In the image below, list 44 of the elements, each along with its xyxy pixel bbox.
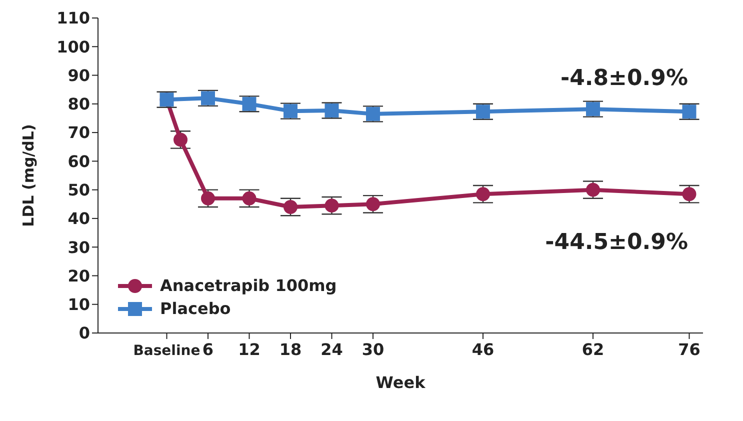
y-tick-label: 110: [56, 8, 90, 28]
y-tick-label: 50: [68, 180, 90, 200]
y-tick-label: 30: [68, 238, 90, 257]
point: [682, 187, 696, 202]
point: [366, 106, 380, 121]
x-tick-label: 46: [472, 340, 494, 359]
annotation: -44.5±0.9%: [545, 230, 688, 255]
x-axis-title: Week: [376, 373, 426, 392]
legend-label: Anacetrapib 100mg: [160, 276, 337, 295]
point: [476, 104, 490, 119]
point: [284, 104, 298, 118]
y-tick-label: 20: [68, 266, 90, 286]
x-tick-label: 6: [202, 340, 214, 359]
y-tick-label: 0: [78, 324, 90, 343]
point: [682, 104, 696, 119]
y-tick-label: 10: [68, 295, 90, 314]
y-tick-label: 80: [68, 94, 90, 114]
point: [366, 197, 380, 212]
x-tick-label: Baseline: [133, 343, 200, 359]
x-tick-label: 24: [320, 340, 343, 359]
x-tick-label: 30: [362, 340, 384, 359]
point: [586, 102, 600, 116]
point: [242, 191, 256, 206]
point: [324, 103, 339, 118]
point: [174, 132, 188, 147]
point: [201, 91, 215, 106]
y-tick-label: 100: [56, 37, 90, 56]
y-tick-label: 60: [68, 152, 90, 171]
y-tick-label: 90: [68, 66, 90, 85]
point: [324, 198, 339, 213]
x-tick-label: 62: [582, 340, 604, 359]
x-tick-label: 18: [279, 340, 302, 359]
point: [201, 191, 215, 206]
point: [284, 200, 298, 214]
point: [476, 187, 490, 202]
y-tick-label: 40: [68, 209, 90, 228]
point: [242, 96, 256, 111]
point: [586, 182, 600, 197]
x-tick-label: 76: [678, 340, 700, 359]
legend-label: Placebo: [160, 299, 231, 318]
y-tick-label: 70: [68, 123, 90, 142]
y-axis-title: LDL (mg/dL): [19, 124, 38, 227]
x-tick-label: 12: [238, 340, 260, 359]
annotation: -4.8±0.9%: [560, 66, 688, 91]
